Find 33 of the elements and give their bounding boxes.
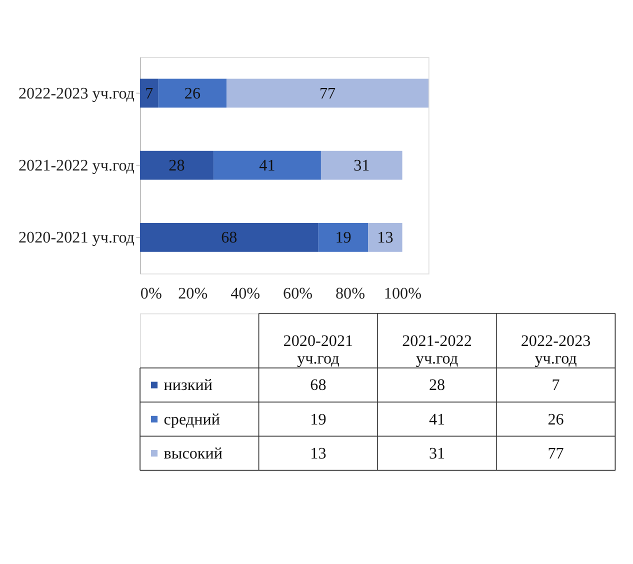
x-tick-label: 100% (384, 286, 422, 303)
legend-label: средний (164, 411, 220, 428)
x-tick-label: 80% (335, 286, 366, 303)
category-label: 2021-2022 уч.год (402, 332, 472, 368)
x-tick-label: 40% (230, 286, 260, 303)
data-label: 68 (221, 230, 238, 247)
data-label: 26 (184, 85, 201, 102)
x-tick-label: 60% (283, 286, 313, 303)
text: 77 (548, 445, 564, 462)
data-label: 31 (354, 157, 370, 174)
text: 19 (310, 411, 326, 428)
y-tick-label: 2021-2022 уч.год (18, 157, 134, 174)
text: 68 (310, 377, 326, 394)
text: 26 (548, 411, 564, 428)
x-tick-label: 20% (178, 286, 208, 303)
y-tick-label: 2020-2021 уч.год (18, 230, 134, 247)
y-tick-label: 2022-2023 уч.год (18, 85, 134, 102)
text: 31 (428, 445, 446, 462)
text: 41 (428, 411, 446, 428)
x-tick-label: 0% (140, 286, 162, 303)
data-label: 7 (145, 85, 154, 102)
legend-label: высокий (164, 445, 223, 462)
data-label: 28 (168, 157, 185, 174)
data-label: 19 (335, 230, 352, 247)
text: 13 (310, 445, 326, 462)
text: 7 (552, 377, 560, 394)
data-label: 41 (259, 157, 276, 174)
category-label: 2022-2023 уч.год (520, 332, 591, 368)
category-label: 2020-2021 уч.год (283, 332, 354, 368)
data-label: 77 (319, 85, 336, 102)
data-label: 13 (377, 230, 394, 247)
legend-label: низкий (164, 377, 213, 394)
text: 28 (428, 377, 446, 394)
